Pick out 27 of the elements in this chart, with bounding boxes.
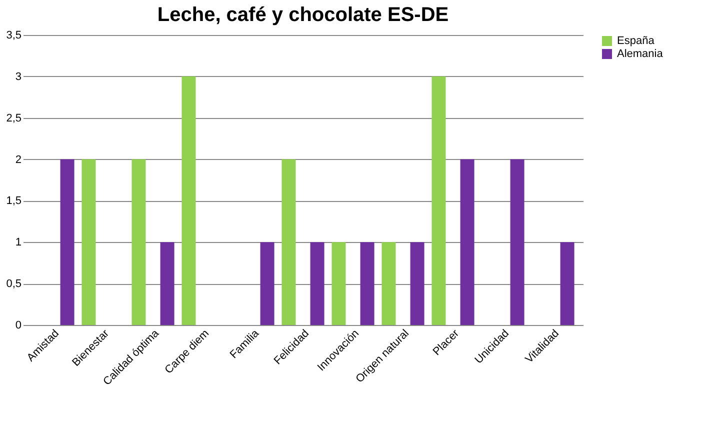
y-tick-label: 0,5 — [6, 278, 22, 290]
bar — [260, 242, 274, 325]
y-tick-label: 1,5 — [6, 195, 22, 208]
bar — [82, 159, 96, 325]
y-tick-label: 1 — [15, 236, 22, 249]
y-tick-label: 2,5 — [6, 112, 22, 124]
bar — [310, 242, 324, 325]
bar — [560, 242, 574, 325]
bar — [410, 242, 424, 325]
legend-label: Alemania — [617, 48, 664, 60]
y-tick-label: 3,5 — [6, 30, 22, 42]
bar — [60, 159, 74, 325]
bar — [182, 76, 196, 325]
bar — [160, 242, 174, 325]
y-tick-label: 0 — [15, 320, 22, 332]
bar — [332, 242, 346, 325]
y-tick-label: 3 — [15, 70, 22, 83]
bar — [460, 159, 474, 325]
bar — [360, 242, 374, 325]
y-tick-label: 2 — [15, 154, 22, 166]
bar — [132, 159, 146, 325]
legend-label: España — [617, 35, 656, 47]
bar — [510, 159, 524, 325]
bar — [432, 76, 446, 325]
bar — [382, 242, 396, 325]
chart-title: Leche, café y chocolate ES-DE — [157, 4, 449, 26]
bar — [282, 159, 296, 325]
